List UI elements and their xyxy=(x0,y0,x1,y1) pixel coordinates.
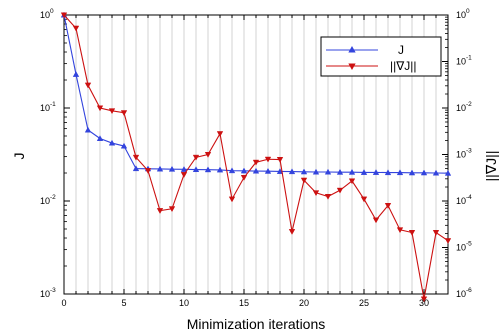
data-point-J xyxy=(348,168,356,175)
series-layer xyxy=(60,11,452,303)
data-point-gradJ xyxy=(336,187,344,194)
legend-marker-gradJ xyxy=(348,63,356,71)
data-point-gradJ xyxy=(444,238,452,245)
data-point-gradJ xyxy=(156,208,164,214)
data-point-gradJ xyxy=(132,154,140,161)
x-tick-label: 25 xyxy=(359,298,369,308)
data-point-J xyxy=(336,168,344,175)
y-axis-label-left: J xyxy=(11,153,27,160)
data-point-J xyxy=(120,142,128,149)
data-point-J xyxy=(288,168,296,175)
data-point-gradJ xyxy=(420,296,428,303)
data-point-J xyxy=(204,166,212,173)
data-point-gradJ xyxy=(216,131,224,138)
tick-marks xyxy=(63,14,449,295)
data-point-J xyxy=(72,71,80,77)
y-tick-label-right: 10-1 xyxy=(456,55,472,67)
data-point-gradJ xyxy=(324,194,332,200)
y-tick-label-right: 100 xyxy=(456,8,470,20)
y-tick-label-right: 10-5 xyxy=(456,241,472,253)
legend-label-J: J xyxy=(398,43,404,57)
data-point-gradJ xyxy=(120,110,128,117)
data-point-J xyxy=(312,168,320,175)
x-tick-label: 10 xyxy=(179,298,189,308)
data-point-J xyxy=(108,139,116,146)
data-point-J xyxy=(264,167,272,174)
data-point-J xyxy=(432,169,440,176)
y-tick-label-right: 10-2 xyxy=(456,101,472,113)
data-point-gradJ xyxy=(300,177,308,184)
data-point-gradJ xyxy=(204,152,212,158)
data-point-gradJ xyxy=(408,230,416,236)
data-point-J xyxy=(168,165,176,172)
data-point-gradJ xyxy=(192,154,200,161)
data-point-J xyxy=(192,166,200,173)
data-point-J xyxy=(444,169,452,176)
y-tick-label-left: 100 xyxy=(40,8,54,20)
data-point-gradJ xyxy=(228,196,236,203)
data-point-gradJ xyxy=(348,178,356,185)
data-point-gradJ xyxy=(288,229,296,235)
legend: J ||∇J|| xyxy=(320,36,442,77)
data-point-gradJ xyxy=(168,206,176,213)
x-tick-label: 5 xyxy=(121,298,126,308)
data-point-gradJ xyxy=(240,175,248,181)
legend-marker-J xyxy=(348,45,356,53)
tick-labels: 0 5 10 15 20 25 30 100 10-1 10-2 10-3 100 10-1 10-2 10… xyxy=(40,8,472,308)
data-point-J xyxy=(132,165,140,172)
data-point-J xyxy=(228,167,236,174)
data-point-gradJ xyxy=(276,157,284,163)
data-point-gradJ xyxy=(384,203,392,209)
data-point-J xyxy=(156,165,164,172)
x-tick-label: 30 xyxy=(419,298,429,308)
data-point-gradJ xyxy=(264,156,272,163)
gridlines xyxy=(75,15,437,294)
data-point-gradJ xyxy=(432,230,440,236)
data-point-J xyxy=(324,168,332,175)
data-point-gradJ xyxy=(60,12,68,19)
data-point-gradJ xyxy=(108,108,116,115)
x-tick-label: 0 xyxy=(61,298,66,308)
data-point-gradJ xyxy=(72,25,80,32)
data-point-J xyxy=(300,168,308,175)
legend-label-gradJ: ||∇J|| xyxy=(390,59,417,73)
data-point-gradJ xyxy=(144,168,152,174)
x-axis-label: Minimization iterations xyxy=(187,316,326,332)
data-point-J xyxy=(396,169,404,176)
y-axis-label-right: ||∇J|| xyxy=(483,151,499,182)
data-point-gradJ xyxy=(360,196,368,203)
data-point-J xyxy=(216,166,224,173)
y-tick-label-right: 10-3 xyxy=(456,148,472,160)
data-point-gradJ xyxy=(252,159,260,166)
data-point-J xyxy=(96,135,104,141)
data-point-J xyxy=(408,169,416,176)
data-point-J xyxy=(180,166,188,172)
data-point-J xyxy=(384,169,392,176)
data-point-J xyxy=(420,169,428,176)
data-point-J xyxy=(372,169,380,175)
data-point-gradJ xyxy=(96,105,104,112)
data-point-gradJ xyxy=(312,190,320,197)
data-point-J xyxy=(240,167,248,174)
x-tick-label: 15 xyxy=(239,298,249,308)
y-tick-label-right: 10-4 xyxy=(456,194,472,206)
data-point-gradJ xyxy=(396,227,404,234)
data-point-gradJ xyxy=(180,172,188,178)
data-point-J xyxy=(360,169,368,175)
y-tick-label-left: 10-3 xyxy=(40,287,56,299)
data-point-J xyxy=(84,126,92,133)
x-tick-label: 20 xyxy=(299,298,309,308)
y-tick-label-left: 10-1 xyxy=(40,101,56,113)
legend-box xyxy=(320,36,442,77)
y-tick-label-left: 10-2 xyxy=(40,194,56,206)
data-point-J xyxy=(252,167,260,174)
data-point-gradJ xyxy=(84,82,92,89)
y-tick-label-right: 10-6 xyxy=(456,287,472,299)
data-point-gradJ xyxy=(372,217,380,224)
